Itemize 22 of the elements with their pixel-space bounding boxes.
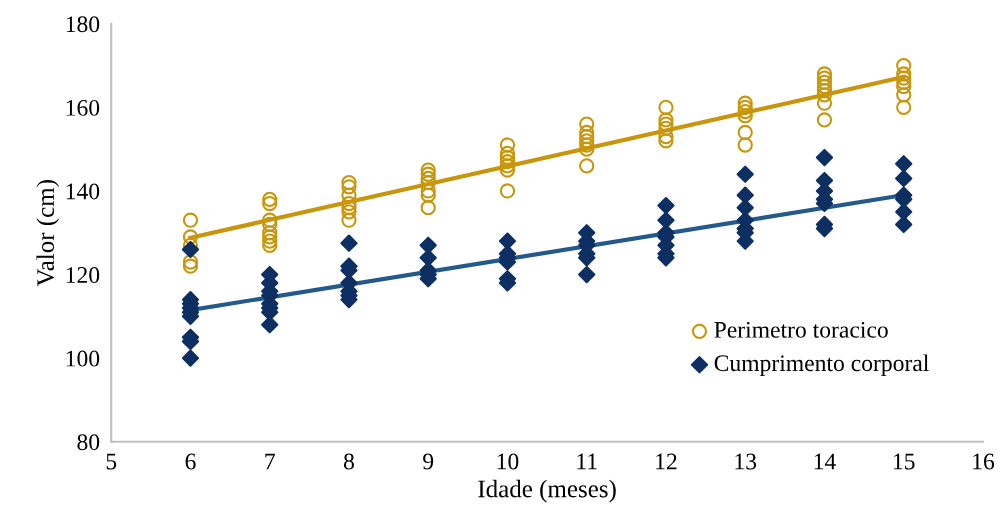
x-tick-label: 8 [343, 453, 354, 470]
y-tick-label: 160 [66, 99, 100, 116]
x-tick-label: 15 [893, 453, 915, 470]
x-tick-label: 12 [656, 453, 677, 470]
x-tick-label: 9 [423, 453, 434, 470]
y-axis-title: Valor (cm) [36, 180, 60, 287]
x-axis-title: Idade (meses) [478, 479, 616, 503]
x-tick-label: 6 [185, 453, 196, 470]
y-tick-label: 120 [66, 267, 100, 283]
y-tick-label: 140 [66, 183, 100, 200]
x-tick-label: 7 [265, 453, 275, 470]
x-tick-label: 5 [106, 453, 117, 470]
x-tick-label: 10 [497, 453, 519, 470]
x-tick-label: 16 [973, 453, 995, 470]
x-tick-label: 14 [814, 453, 836, 470]
y-tick-label: 80 [77, 434, 100, 451]
y-tick-label: 180 [66, 16, 100, 33]
y-tick-label: 100 [66, 350, 100, 367]
legend-label: Perimetro toracico [714, 321, 888, 338]
x-tick-label: 11 [577, 453, 597, 470]
legend-label: Cumprimento corporal [714, 354, 929, 376]
x-tick-label: 13 [735, 453, 757, 470]
